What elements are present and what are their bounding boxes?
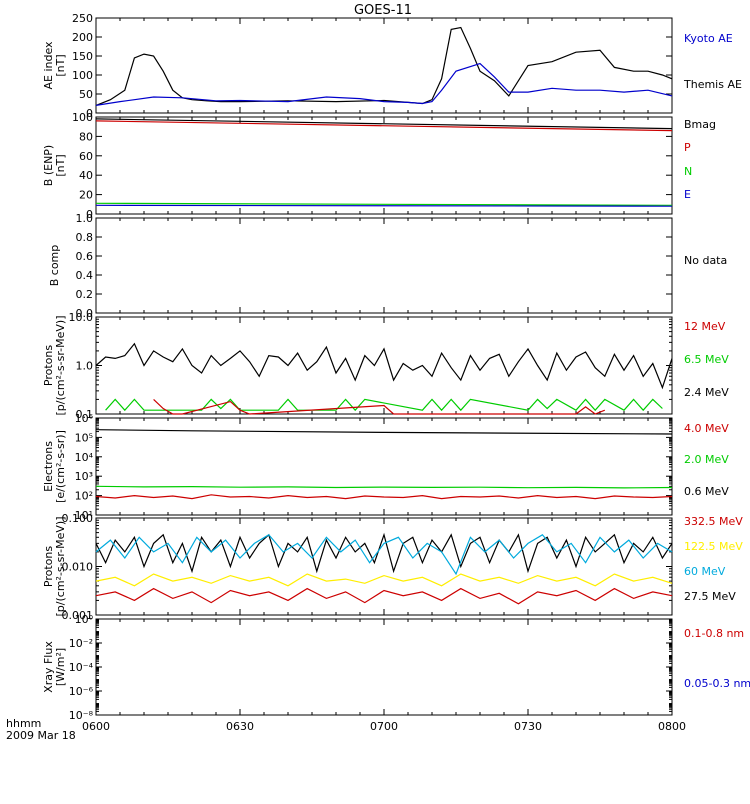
y-axis-label: [p/(cm²-s-sr-MeV)]	[54, 517, 67, 617]
legend-entry: 0.05-0.3 nm	[684, 677, 750, 690]
y-axis-label: B comp	[48, 245, 61, 287]
y-tick-label: 10.0	[69, 311, 94, 324]
panel-6-frame	[95, 517, 673, 616]
legend-entry: Kyoto AE	[684, 32, 733, 45]
y-tick-label: 100	[72, 111, 93, 124]
series-line-2-0-mev	[95, 485, 673, 489]
time-tick-label: 0630	[226, 720, 254, 733]
y-tick-label: 10⁵	[75, 431, 93, 444]
legend-entry: P	[684, 141, 691, 154]
y-tick-label: 0.010	[62, 561, 94, 574]
panel-3-frame	[95, 217, 673, 314]
y-tick-label: 0.0	[76, 307, 94, 320]
y-tick-label: 0.001	[62, 609, 94, 622]
series-line-themis-ae	[95, 26, 673, 106]
time-axis-label-date: 2009 Mar 18	[6, 729, 76, 742]
y-tick-label: 10¹	[75, 509, 93, 522]
y-tick-label: 0.6	[76, 250, 94, 263]
time-tick-label: 0700	[370, 720, 398, 733]
y-tick-label: 0.4	[76, 269, 94, 282]
y-tick-label: 10⁻⁴	[69, 661, 94, 674]
y-tick-label: 0	[86, 107, 93, 120]
y-tick-label: 0.100	[62, 512, 94, 525]
y-tick-label: 80	[79, 130, 93, 143]
y-tick-label: 10⁻⁸	[69, 709, 94, 722]
panel-1-frame	[95, 17, 673, 114]
series-line-332-5-mev	[95, 587, 673, 605]
y-tick-label: 40	[79, 169, 93, 182]
legend-entry: 122.5 MeV	[684, 540, 743, 553]
legend-entry: 0.1-0.8 nm	[684, 627, 744, 640]
panel-2-frame	[95, 116, 673, 215]
series-line-n	[95, 202, 673, 206]
y-axis-label: [W/m²]	[54, 648, 67, 686]
legend-entry: 12 MeV	[684, 320, 726, 333]
legend-entry: 332.5 MeV	[684, 515, 743, 528]
legend-entry: 27.5 MeV	[684, 590, 736, 603]
series-line-kyoto-ae	[95, 62, 673, 106]
legend-entry: No data	[684, 254, 727, 267]
y-axis-label: Protons	[42, 546, 55, 587]
legend-entry: 4.0 MeV	[684, 422, 729, 435]
series-line-bmag	[95, 118, 673, 130]
y-axis-label: [nT]	[54, 54, 67, 76]
y-tick-label: 0.2	[76, 288, 94, 301]
series-line-6-5-mev	[105, 398, 663, 412]
series-line-e	[95, 204, 673, 207]
y-tick-label: 200	[72, 31, 93, 44]
series-line-60-mev	[95, 534, 673, 576]
series-line-122-5-mev	[95, 573, 673, 587]
y-tick-label: 10³	[75, 470, 93, 483]
y-axis-label: Protons	[42, 345, 55, 386]
y-tick-label: 10²	[75, 490, 93, 503]
series-line-2-4-mev	[95, 342, 673, 390]
y-tick-label: 10⁴	[75, 451, 94, 464]
series-line-12-mev	[153, 398, 606, 415]
time-tick-label: 0600	[82, 720, 110, 733]
y-tick-label: 60	[79, 150, 93, 163]
y-axis-label: Electrons	[42, 441, 55, 492]
y-tick-label: 10⁰	[75, 613, 94, 626]
y-axis-label: [nT]	[54, 154, 67, 176]
y-axis-label: B (ENP)	[42, 145, 55, 186]
series-line-27-5-mev	[95, 532, 673, 574]
y-tick-label: 0	[86, 208, 93, 221]
y-tick-label: 10⁻⁶	[69, 685, 94, 698]
series-line-p	[95, 120, 673, 132]
y-tick-label: 10⁻²	[69, 637, 93, 650]
y-axis-label: Xray Flux	[42, 641, 55, 693]
time-axis-label-hhmm: hhmm	[6, 717, 41, 730]
time-tick-label: 0800	[658, 720, 686, 733]
y-tick-label: 10⁶	[75, 412, 94, 425]
legend-entry: 2.4 MeV	[684, 386, 729, 399]
y-tick-label: 20	[79, 189, 93, 202]
y-tick-label: 0.8	[76, 231, 94, 244]
y-tick-label: 100	[72, 69, 93, 82]
y-tick-label: 1.0	[76, 212, 94, 225]
y-tick-label: 50	[79, 88, 93, 101]
y-axis-label: AE index	[42, 41, 55, 90]
y-tick-label: 0.1	[76, 408, 94, 421]
legend-entry: 6.5 MeV	[684, 353, 729, 366]
series-line-0-6-mev	[95, 429, 673, 435]
series-line-4-0-mev	[95, 494, 673, 500]
y-tick-label: 1.0	[76, 360, 94, 373]
legend-entry: 60 MeV	[684, 565, 726, 578]
y-tick-label: 250	[72, 12, 93, 25]
legend-entry: 2.0 MeV	[684, 453, 729, 466]
legend-entry: Bmag	[684, 118, 716, 131]
legend-entry: 0.6 MeV	[684, 485, 729, 498]
y-tick-label: 150	[72, 50, 93, 63]
legend-entry: Themis AE	[683, 78, 742, 91]
y-axis-label: [p/(cm²-s-sr-MeV)]	[54, 316, 67, 416]
legend-entry: N	[684, 165, 692, 178]
panel-7-frame	[95, 618, 673, 716]
y-axis-label: [e/(cm²-s-sr)]	[54, 430, 67, 503]
time-tick-label: 0730	[514, 720, 542, 733]
legend-entry: E	[684, 188, 691, 201]
plot-title: GOES-11	[354, 3, 412, 18]
